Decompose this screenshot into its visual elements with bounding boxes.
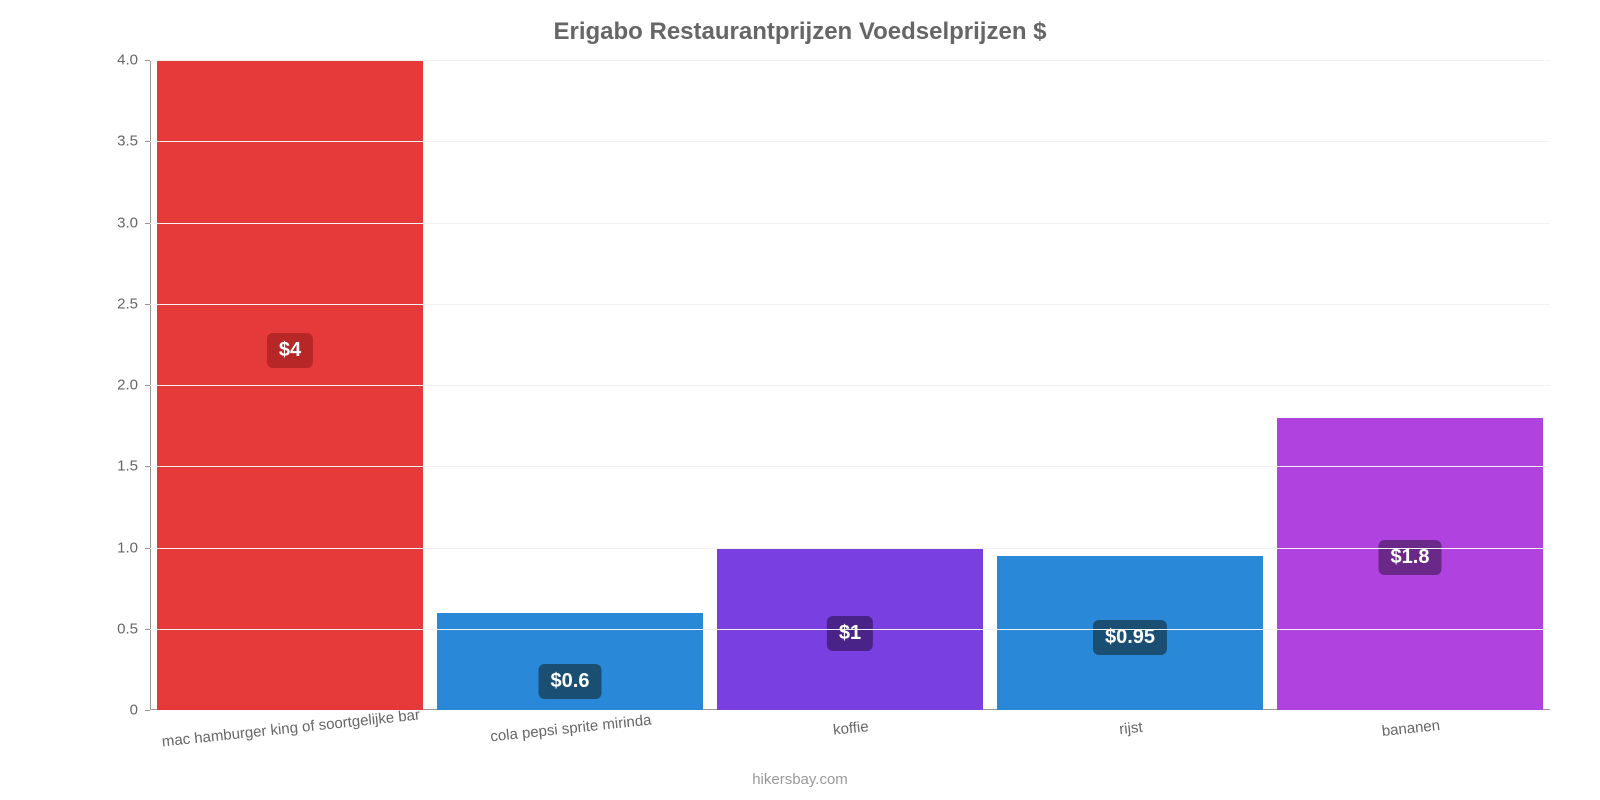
y-tick-label: 1.5: [117, 458, 138, 475]
grid-line: [150, 60, 1550, 61]
y-tick-label: 3.0: [117, 214, 138, 231]
grid-line: [150, 548, 1550, 549]
y-tick-label: 0: [130, 702, 138, 719]
x-tick-label: bananen: [1381, 717, 1441, 740]
y-tick-mark: [145, 548, 150, 549]
x-tick-label: mac hamburger king of soortgelijke bar: [161, 706, 421, 750]
grid-line: [150, 385, 1550, 386]
bar-value-badge: $0.6: [539, 664, 602, 699]
attribution: hikersbay.com: [0, 771, 1600, 788]
y-tick-mark: [145, 629, 150, 630]
x-tick-label: koffie: [832, 718, 869, 739]
bar: $0.95: [997, 556, 1263, 710]
grid-line: [150, 466, 1550, 467]
y-tick-label: 3.5: [117, 133, 138, 150]
grid-line: [150, 629, 1550, 630]
x-tick-label: cola pepsi sprite mirinda: [490, 712, 653, 746]
bar: $1.8: [1277, 418, 1543, 711]
grid-line: [150, 223, 1550, 224]
y-tick-mark: [145, 710, 150, 711]
chart-title: Erigabo Restaurantprijzen Voedselprijzen…: [0, 18, 1600, 46]
bar-value-badge: $4: [267, 333, 313, 368]
y-tick-mark: [145, 466, 150, 467]
y-tick-mark: [145, 223, 150, 224]
plot-area: $4$0.6$1$0.95$1.8 00.51.01.52.02.53.03.5…: [150, 60, 1550, 710]
bar-value-badge: $1: [827, 616, 873, 651]
chart-container: Erigabo Restaurantprijzen Voedselprijzen…: [0, 0, 1600, 800]
y-tick-label: 1.0: [117, 539, 138, 556]
y-tick-label: 0.5: [117, 620, 138, 637]
y-tick-label: 2.0: [117, 377, 138, 394]
y-tick-mark: [145, 304, 150, 305]
y-tick-mark: [145, 60, 150, 61]
y-tick-mark: [145, 141, 150, 142]
y-tick-label: 4.0: [117, 52, 138, 69]
bar: $0.6: [437, 613, 703, 711]
x-tick-label: rijst: [1118, 719, 1143, 738]
bar-value-badge: $1.8: [1379, 540, 1442, 575]
bar-value-badge: $0.95: [1093, 620, 1167, 655]
y-tick-mark: [145, 385, 150, 386]
grid-line: [150, 141, 1550, 142]
grid-line: [150, 304, 1550, 305]
y-tick-label: 2.5: [117, 295, 138, 312]
